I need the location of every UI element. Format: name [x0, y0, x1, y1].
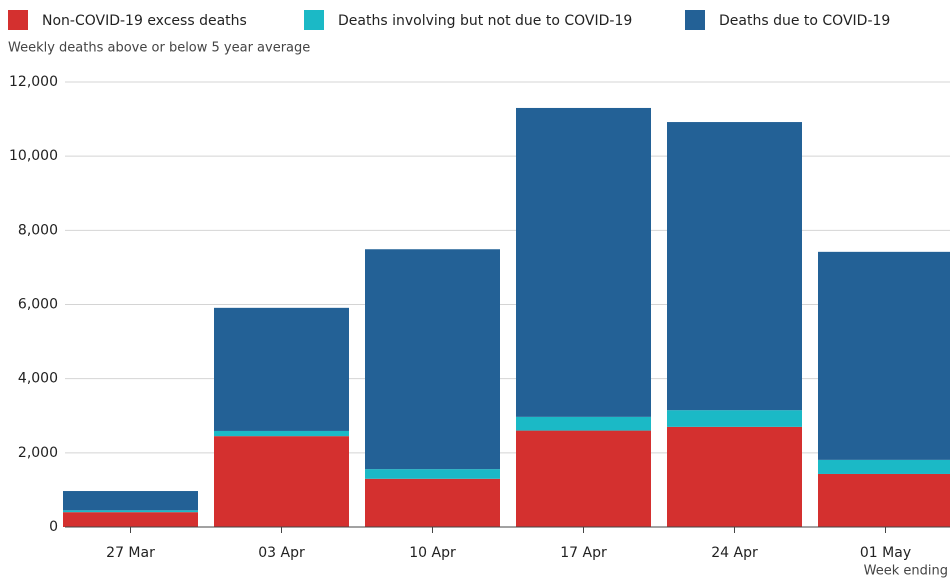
- bar-segment: [63, 510, 198, 513]
- x-tick-label: 24 Apr: [711, 545, 758, 561]
- bar-segment: [63, 491, 198, 511]
- x-tick-label: 01 May: [860, 545, 911, 561]
- bar-segment: [365, 478, 500, 527]
- x-tick-label: 17 Apr: [560, 545, 607, 561]
- legend-label: Non-COVID-19 excess deaths: [42, 13, 247, 29]
- bar-segment: [818, 251, 950, 460]
- y-tick-label: 4,000: [18, 371, 58, 387]
- y-tick-label: 8,000: [18, 222, 58, 238]
- bar-segment: [214, 430, 349, 437]
- legend-swatch: [304, 10, 324, 30]
- chart-subtitle: Weekly deaths above or below 5 year aver…: [8, 41, 310, 56]
- bar-segment: [516, 430, 651, 527]
- y-tick-label: 0: [49, 519, 58, 535]
- bar-segment: [63, 512, 198, 527]
- bar-segment: [214, 436, 349, 527]
- bar-segment: [365, 469, 500, 479]
- bar-segment: [667, 410, 802, 427]
- x-tick-label: 10 Apr: [409, 545, 456, 561]
- bar-segment: [214, 307, 349, 431]
- legend-label: Deaths due to COVID-19: [719, 13, 890, 29]
- legend-swatch: [8, 10, 28, 30]
- bar-segment: [667, 122, 802, 411]
- bar-segment: [516, 107, 651, 417]
- x-tick-label: 03 Apr: [258, 545, 305, 561]
- x-tick-label: 27 Mar: [106, 545, 155, 561]
- x-axis-label: Week ending: [864, 564, 948, 579]
- legend-swatch: [685, 10, 705, 30]
- y-tick-label: 12,000: [9, 74, 58, 90]
- legend-label: Deaths involving but not due to COVID-19: [338, 13, 632, 29]
- y-tick-label: 2,000: [18, 445, 58, 461]
- y-tick-label: 6,000: [18, 297, 58, 313]
- bar-segment: [365, 249, 500, 470]
- bar-segment: [516, 416, 651, 431]
- bar-segment: [818, 473, 950, 527]
- bar-segment: [667, 426, 802, 527]
- y-tick-label: 10,000: [9, 148, 58, 164]
- bar-segment: [818, 459, 950, 474]
